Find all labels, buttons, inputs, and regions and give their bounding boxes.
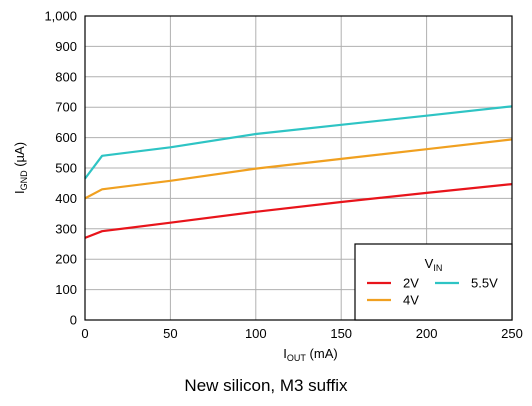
y-tick-label: 900 xyxy=(55,39,77,54)
legend: VIN 2V 5.5V 4V xyxy=(354,243,513,321)
legend-label-4V: 4V xyxy=(403,293,419,308)
y-tick-label: 400 xyxy=(55,191,77,206)
x-tick-label: 0 xyxy=(81,326,88,341)
x-axis-title: IOUT (mA) xyxy=(283,346,337,363)
y-axis-title: IGND (µA) xyxy=(12,142,29,194)
figure-caption: New silicon, M3 suffix xyxy=(184,376,348,395)
legend-entries: 2V 5.5V 4V xyxy=(367,276,498,308)
x-tick-label: 200 xyxy=(416,326,438,341)
series-layer xyxy=(84,105,513,239)
series-line-4V xyxy=(84,138,513,200)
y-tick-label: 700 xyxy=(55,100,77,115)
legend-label-2V: 2V xyxy=(403,276,419,291)
y-tick-label: 100 xyxy=(55,282,77,297)
x-tick-label: 50 xyxy=(163,326,177,341)
x-tick-label: 100 xyxy=(245,326,267,341)
y-tick-label: 300 xyxy=(55,221,77,236)
chart: 0 50 100 150 200 250 0 100 200 300 400 500 600 700 800… xyxy=(12,9,523,364)
y-tick-label: 1,000 xyxy=(44,9,77,24)
y-tick-label: 200 xyxy=(55,252,77,267)
y-tick-label: 0 xyxy=(70,313,77,328)
y-tick-label: 600 xyxy=(55,130,77,145)
x-tick-label: 150 xyxy=(330,326,352,341)
y-tick-label: 500 xyxy=(55,161,77,176)
series-line-5.5V xyxy=(84,105,513,180)
tick-labels: 0 50 100 150 200 250 0 100 200 300 400 500 600 700 800… xyxy=(44,9,522,342)
legend-title: VIN xyxy=(425,256,443,273)
series-line-2V xyxy=(84,183,513,239)
legend-label-5.5V: 5.5V xyxy=(471,276,498,291)
x-tick-label: 250 xyxy=(501,326,523,341)
y-tick-label: 800 xyxy=(55,69,77,84)
plot-frame xyxy=(84,15,513,321)
